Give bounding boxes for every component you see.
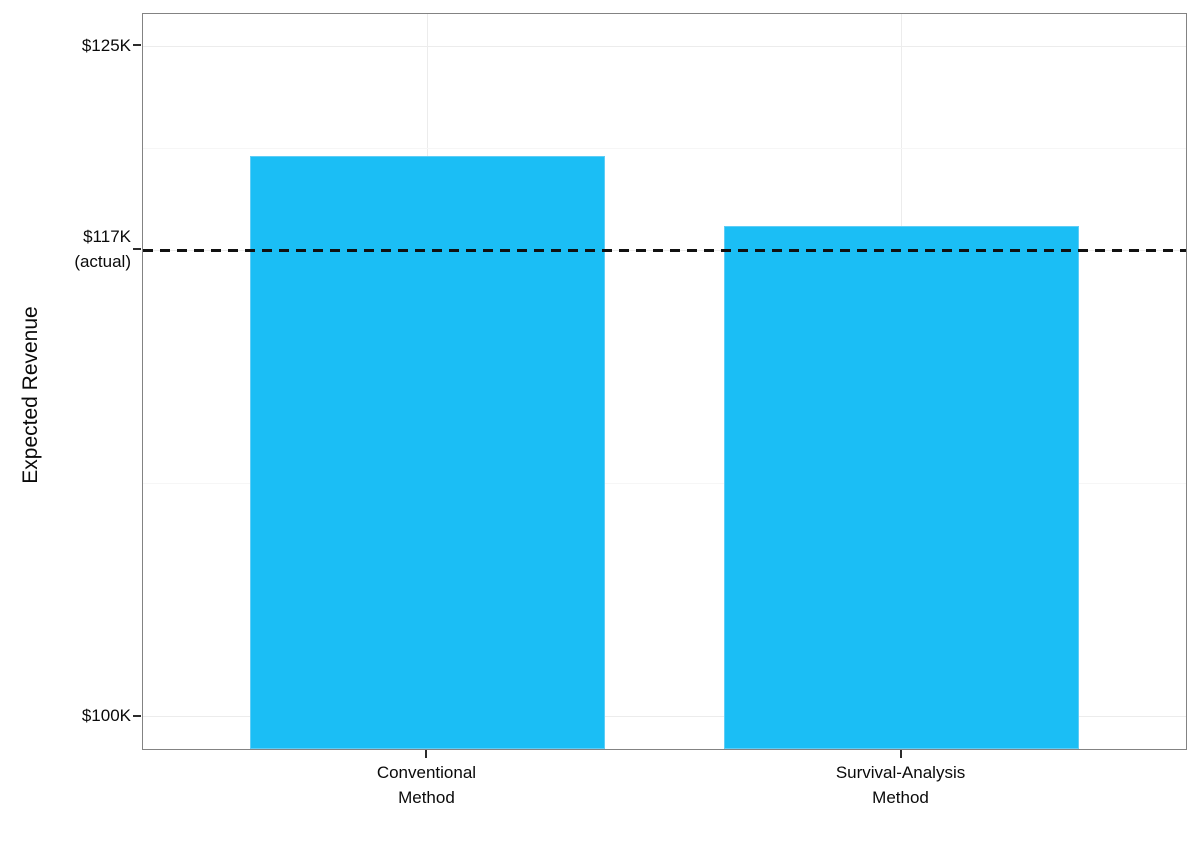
- plot-panel: [142, 13, 1187, 750]
- y-tick-label-value: $117K: [83, 227, 131, 247]
- y-tick-label: $125K: [0, 33, 131, 58]
- x-category-label: Conventional Method: [377, 760, 476, 810]
- y-tick-label-value: $125K: [81, 35, 131, 55]
- y-axis-tick-labels: $125K $117K (actual) $100K: [0, 0, 131, 857]
- y-tick-label-value: $100K: [81, 706, 131, 726]
- x-axis-tick-mark: [425, 750, 428, 758]
- x-category-label: Survival-Analysis Method: [836, 760, 965, 810]
- bar-conventional-method: [249, 156, 606, 749]
- actual-revenue-reference-line: [143, 248, 1186, 252]
- y-axis-tick-mark: [133, 248, 141, 251]
- x-axis-tick-mark: [899, 750, 902, 758]
- x-category-label-line: Survival-Analysis: [835, 763, 966, 782]
- minor-gridline: [143, 482, 1186, 484]
- x-category-label-line: Conventional: [376, 763, 477, 782]
- y-tick-label-note: (actual): [74, 252, 131, 272]
- x-category-label-line: Method: [398, 788, 455, 807]
- y-tick-label: $117K (actual): [0, 224, 131, 274]
- major-gridline: [143, 716, 1186, 718]
- x-category-label-line: Method: [872, 788, 929, 807]
- y-axis-tick-mark: [133, 714, 141, 717]
- bar-survival-analysis-method: [723, 225, 1080, 749]
- y-axis-title: Expected Revenue: [19, 306, 42, 484]
- major-gridline: [143, 45, 1186, 47]
- y-axis-tick-mark: [133, 44, 141, 47]
- minor-gridline: [143, 147, 1186, 149]
- y-tick-label: $100K: [0, 703, 131, 728]
